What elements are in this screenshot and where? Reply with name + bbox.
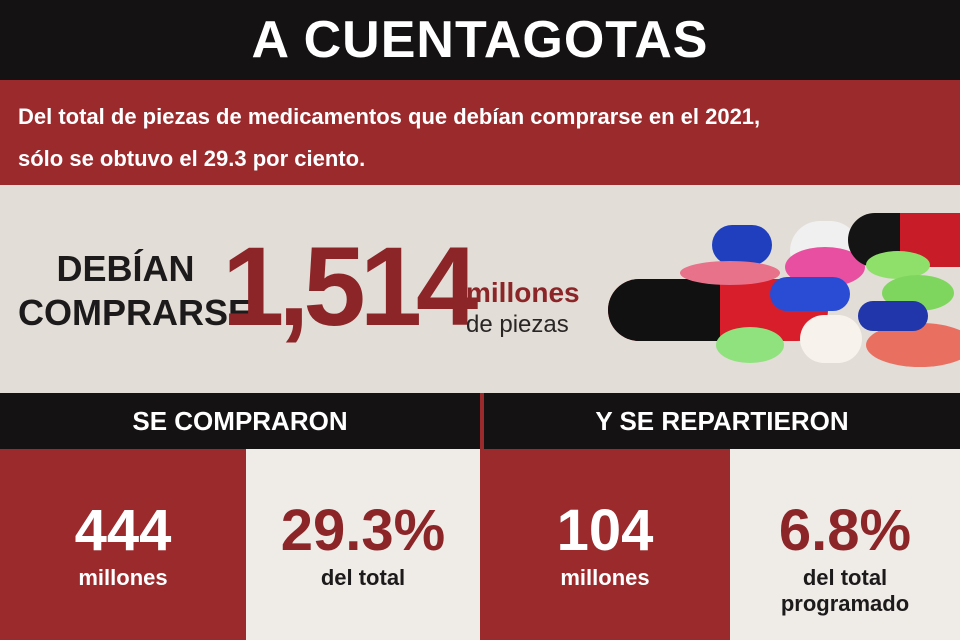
subtitle-bar: Del total de piezas de medicamentos que … — [0, 80, 960, 185]
page-title: A CUENTAGOTAS — [251, 11, 709, 69]
main-label: DEBÍAN COMPRARSE — [18, 247, 253, 335]
section-header-distributed: Y SE REPARTIERON — [480, 393, 960, 449]
main-label-line-2: COMPRARSE — [18, 292, 253, 333]
stat-distributed-percent: 6.8% del total programado — [730, 449, 960, 640]
stat-distributed-amount: 104 millones — [480, 449, 730, 640]
stat-bought-percent: 29.3% del total — [246, 449, 480, 640]
stat-value: 29.3% — [280, 498, 446, 563]
section-header-distributed-label: Y SE REPARTIERON — [595, 405, 849, 436]
stat-value: 444 — [74, 498, 172, 563]
subtitle-line-1: Del total de piezas de medicamentos que … — [18, 104, 761, 129]
stat-label-2: programado — [780, 591, 910, 616]
stat-label: del total — [320, 565, 406, 590]
stat-value: 104 — [556, 498, 654, 563]
main-band: DEBÍAN COMPRARSE 1,514 millones de pieza… — [0, 185, 960, 393]
stat-label: millones — [560, 565, 650, 590]
section-header-bought-label: SE COMPRARON — [132, 405, 348, 436]
stat-bought-amount: 444 millones — [0, 449, 246, 640]
title-bar: A CUENTAGOTAS — [0, 0, 960, 80]
pills-image — [608, 213, 960, 367]
main-unit-sub: de piezas — [466, 311, 569, 338]
stat-label: del total — [802, 565, 888, 590]
section-header-bought: SE COMPRARON — [0, 393, 480, 449]
stat-label: millones — [78, 565, 168, 590]
subtitle-line-2: sólo se obtuvo el 29.3 por ciento. — [18, 146, 366, 171]
main-unit: millones — [466, 277, 580, 308]
main-number: 1,514 — [222, 224, 478, 349]
stat-value: 6.8% — [778, 498, 912, 563]
main-label-line-1: DEBÍAN — [56, 248, 195, 289]
